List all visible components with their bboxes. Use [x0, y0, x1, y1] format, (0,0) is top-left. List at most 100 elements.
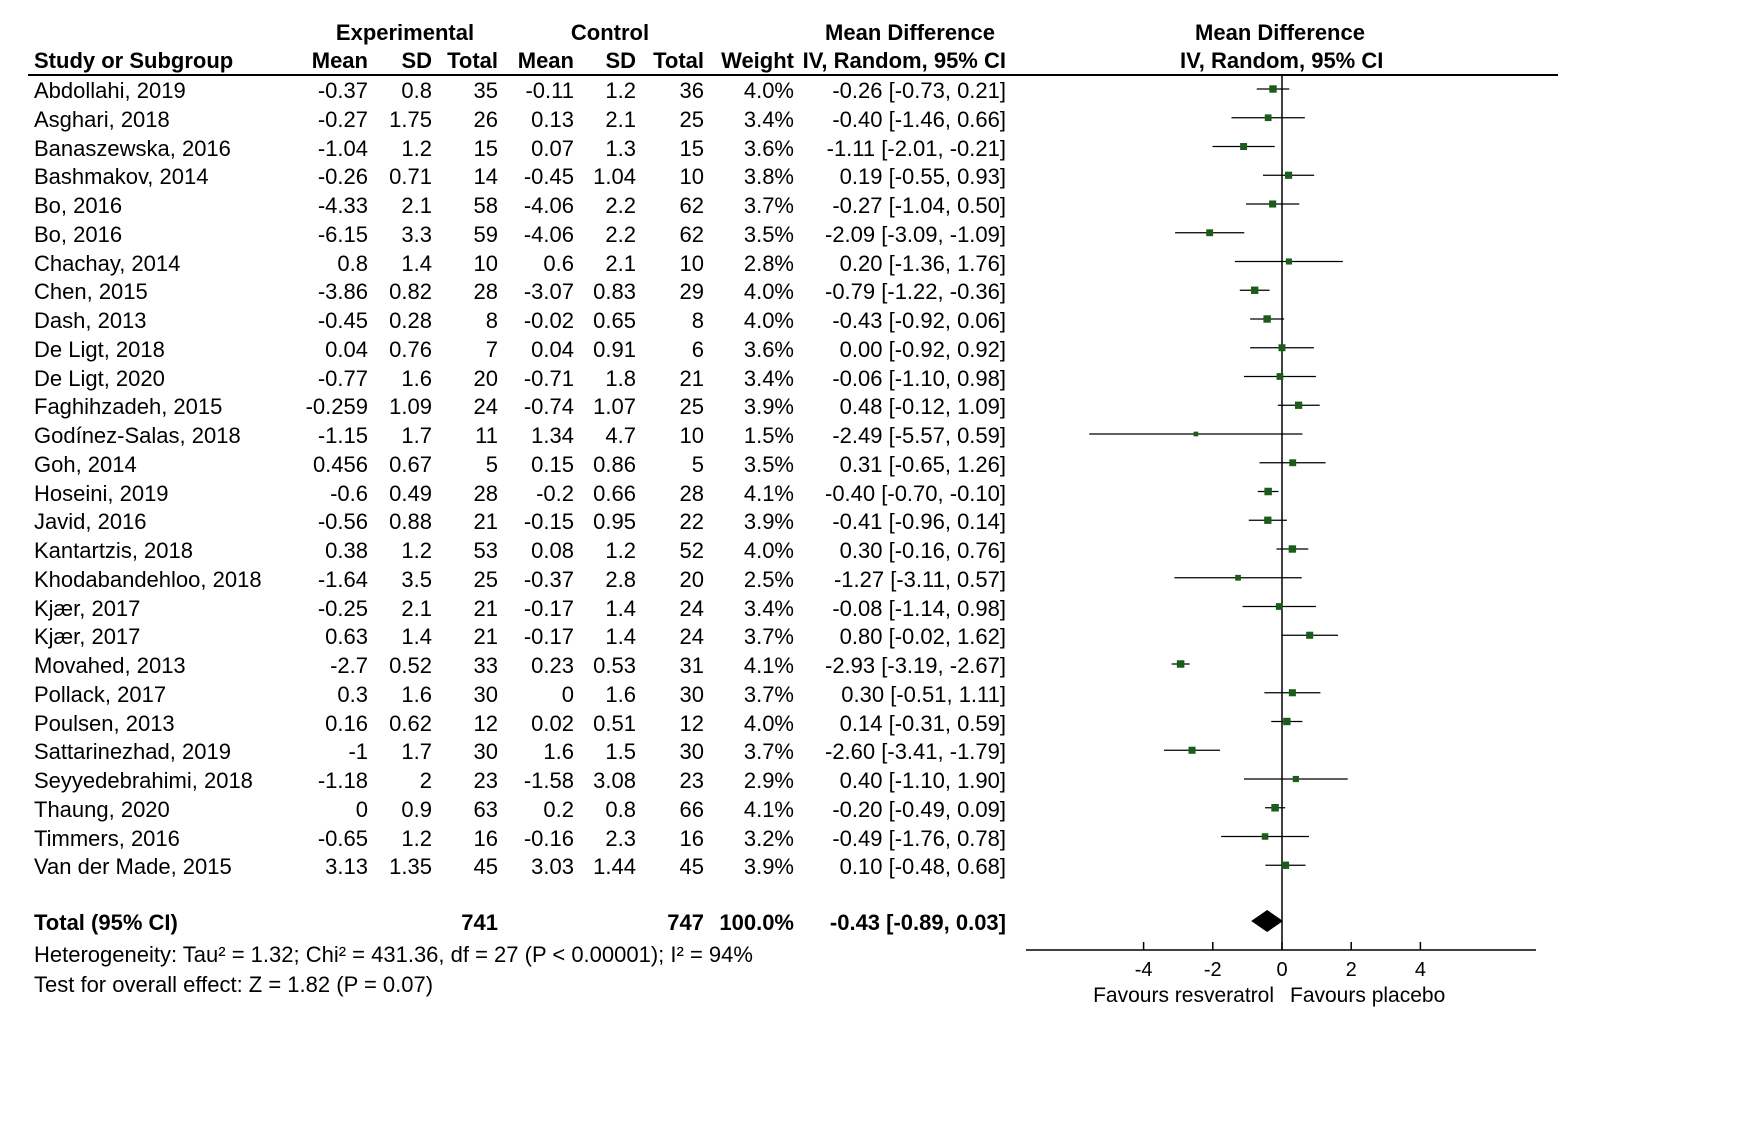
total-control: 6	[691, 336, 704, 362]
sd-control: 2.8	[605, 566, 636, 592]
study-name: Pollack, 2017	[34, 681, 167, 707]
study-name: Seyyedebrahimi, 2018	[34, 768, 253, 793]
mean-experimental: -4.33	[317, 193, 368, 218]
sd-control: 0.53	[593, 653, 636, 678]
weight: 3.4%	[743, 106, 794, 132]
study-name: Kjær, 2017	[34, 595, 141, 621]
sd-control: 0.65	[593, 308, 636, 333]
effect-marker	[1264, 516, 1272, 524]
effect-marker	[1271, 803, 1279, 812]
effect-marker	[1281, 861, 1290, 869]
sd-control: 0.95	[593, 509, 636, 535]
header-total-experimental: Total	[447, 48, 498, 73]
total-control: 747	[667, 910, 704, 935]
sd-experimental: 0.28	[389, 308, 432, 333]
total-control: 25	[679, 106, 704, 132]
study-name: Kjær, 2017	[34, 624, 141, 650]
effect-marker	[1289, 459, 1297, 467]
ci-text: 0.14 [-0.31, 0.59]	[839, 710, 1006, 736]
ci-text: -0.40 [-0.70, -0.10]	[825, 480, 1006, 506]
ci-text: 0.30 [-0.51, 1.11]	[841, 681, 1006, 707]
total-control: 24	[679, 595, 704, 621]
header-weight: Weight	[721, 48, 794, 73]
study-name: Chachay, 2014	[34, 250, 181, 276]
ci-text: -2.93 [-3.19, -2.67]	[825, 653, 1006, 678]
total-control: 20	[679, 566, 704, 592]
total-experimental: 28	[473, 279, 498, 305]
weight: 4.0%	[743, 279, 794, 305]
x-tick-label: -2	[1204, 959, 1222, 981]
sd-experimental: 0.9	[401, 796, 432, 822]
x-tick-label: 2	[1346, 959, 1357, 981]
mean-experimental: 3.13	[325, 854, 368, 880]
total-experimental: 741	[461, 910, 498, 935]
header-experimental: Experimental	[335, 20, 475, 45]
weight: 3.7%	[743, 681, 794, 707]
sd-experimental: 1.09	[389, 394, 432, 420]
sd-control: 1.4	[605, 624, 636, 650]
favours-right-label: Favours placebo	[1290, 984, 1445, 1007]
study-name: Asghari, 2018	[34, 106, 170, 132]
mean-control: -0.45	[523, 164, 574, 190]
mean-control: 0.6	[543, 250, 574, 276]
mean-experimental: -0.26	[317, 164, 368, 190]
ci-text: 0.30 [-0.16, 0.76]	[839, 538, 1006, 563]
total-experimental: 33	[473, 653, 498, 678]
ci-text: -0.49 [-1.76, 0.78]	[832, 825, 1006, 851]
effect-marker	[1235, 574, 1241, 581]
effect-marker	[1284, 171, 1293, 179]
sd-control: 3.08	[593, 768, 636, 793]
ci-text: 0.20 [-1.36, 1.76]	[839, 250, 1006, 276]
sd-experimental: 0.8	[401, 78, 432, 103]
total-label: Total (95% CI)	[34, 910, 178, 935]
study-name: Kantartzis, 2018	[34, 538, 193, 563]
mean-control: -4.06	[523, 221, 574, 247]
mean-control: 0.04	[531, 336, 574, 362]
study-name: Van der Made, 2015	[34, 854, 232, 880]
mean-control: 0.08	[531, 538, 574, 563]
total-control: 22	[679, 509, 704, 535]
study-name: Bo, 2016	[34, 221, 123, 247]
sd-control: 1.44	[593, 854, 636, 880]
mean-experimental: 0.38	[325, 538, 368, 563]
total-experimental: 20	[473, 365, 498, 391]
effect-marker	[1275, 603, 1283, 610]
ci-text: 0.48 [-0.12, 1.09]	[839, 394, 1006, 420]
effect-marker	[1276, 373, 1284, 380]
mean-control: -0.74	[523, 394, 574, 420]
mean-experimental: -0.27	[317, 106, 368, 132]
sd-experimental: 2.1	[401, 595, 432, 621]
mean-experimental: -0.77	[317, 365, 368, 391]
ci-text: -2.09 [-3.09, -1.09]	[825, 221, 1006, 247]
ci-text: 0.40 [-1.10, 1.90]	[839, 768, 1006, 793]
mean-control: -0.11	[525, 78, 574, 103]
header-total-control: Total	[653, 48, 704, 73]
mean-control: -3.07	[523, 279, 574, 305]
header-rule	[28, 74, 1558, 76]
mean-experimental: -0.25	[317, 595, 368, 621]
total-experimental: 10	[473, 250, 498, 276]
sd-control: 0.8	[605, 796, 636, 822]
favours-left-label: Favours resveratrol	[1093, 984, 1274, 1007]
weight: 2.9%	[743, 768, 794, 793]
sd-experimental: 0.71	[389, 164, 432, 190]
mean-experimental: 0.456	[312, 451, 368, 477]
sd-control: 1.2	[605, 78, 636, 103]
mean-control: 1.6	[543, 739, 574, 765]
mean-experimental: 0.16	[325, 710, 368, 736]
sd-control: 1.4	[605, 595, 636, 621]
mean-control: -0.15	[523, 509, 574, 535]
sd-control: 1.8	[605, 365, 636, 391]
header-ci-text: IV, Random, 95% CI	[802, 48, 1006, 73]
weight: 3.2%	[743, 825, 794, 851]
mean-experimental: -0.56	[317, 509, 368, 535]
effect-marker	[1206, 229, 1214, 237]
mean-experimental: 0.63	[325, 624, 368, 650]
study-name: Godínez-Salas, 2018	[34, 423, 241, 448]
total-control: 62	[679, 221, 704, 247]
total-control: 30	[679, 739, 704, 765]
total-control: 36	[679, 78, 704, 103]
total-control: 21	[679, 365, 704, 391]
effect-marker	[1188, 746, 1196, 754]
mean-experimental: -1.18	[317, 768, 368, 793]
